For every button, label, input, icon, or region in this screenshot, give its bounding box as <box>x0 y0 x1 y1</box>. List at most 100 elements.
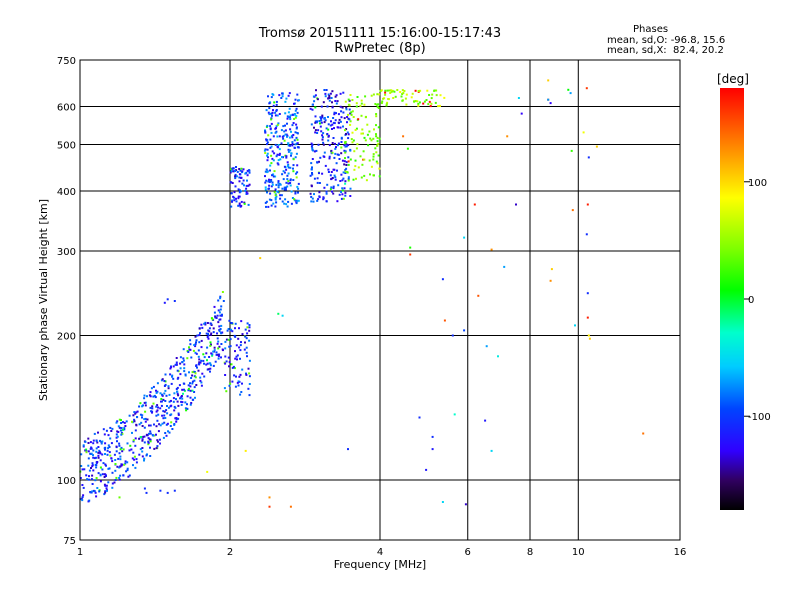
data-point <box>240 341 242 344</box>
data-point <box>344 182 347 185</box>
data-point <box>246 326 249 329</box>
data-point <box>231 167 234 170</box>
data-point <box>165 434 168 437</box>
data-point <box>292 164 295 167</box>
data-point <box>344 194 347 197</box>
data-point <box>567 88 570 91</box>
data-point <box>107 467 110 470</box>
data-point <box>277 159 280 162</box>
data-point <box>283 188 286 191</box>
data-point <box>477 294 480 297</box>
data-point <box>359 104 362 107</box>
data-point <box>328 157 331 160</box>
data-point <box>291 143 294 145</box>
data-point <box>189 382 191 385</box>
data-point <box>143 459 145 462</box>
data-point <box>218 329 221 332</box>
data-point <box>141 416 143 419</box>
data-point <box>219 308 222 311</box>
data-point <box>389 92 392 94</box>
data-point <box>386 101 389 104</box>
data-point <box>190 402 193 404</box>
data-point <box>99 480 102 483</box>
data-point <box>181 397 184 400</box>
data-point <box>103 493 106 496</box>
data-point <box>163 414 166 417</box>
data-point <box>321 114 324 117</box>
data-point <box>224 362 227 365</box>
data-point <box>295 136 298 139</box>
data-point <box>234 357 237 360</box>
data-point <box>124 460 127 463</box>
data-point <box>330 186 333 189</box>
data-point <box>277 144 280 146</box>
data-point <box>213 346 216 349</box>
data-point <box>267 180 270 183</box>
data-point <box>265 179 268 182</box>
data-point <box>118 478 121 481</box>
data-point <box>245 191 248 194</box>
data-point <box>231 200 233 203</box>
data-point <box>163 392 166 395</box>
data-point <box>270 117 273 120</box>
data-point <box>138 405 141 408</box>
data-point <box>284 133 287 136</box>
data-point <box>87 437 90 440</box>
data-point <box>235 355 238 358</box>
data-point <box>239 373 242 376</box>
data-point <box>586 316 589 319</box>
data-point <box>337 113 340 116</box>
data-point <box>208 330 211 333</box>
data-point <box>91 465 94 468</box>
data-point <box>97 431 99 434</box>
data-point <box>231 366 234 369</box>
data-point <box>463 236 466 239</box>
data-point <box>199 361 202 364</box>
data-point <box>122 428 124 431</box>
data-point <box>277 191 280 194</box>
data-point <box>310 142 313 145</box>
data-point <box>264 152 267 154</box>
data-point <box>171 375 173 378</box>
data-point <box>265 139 268 142</box>
data-point <box>186 403 188 406</box>
data-point <box>195 384 198 386</box>
data-point <box>387 98 390 101</box>
phase-stats-heading: Phases <box>633 24 669 35</box>
data-point <box>286 178 289 181</box>
data-point <box>311 166 313 169</box>
data-point <box>406 147 409 150</box>
data-point <box>284 124 286 127</box>
data-point <box>337 153 340 156</box>
data-point <box>203 322 206 325</box>
data-point <box>192 370 195 373</box>
data-point <box>104 463 107 466</box>
data-point <box>109 426 112 429</box>
data-point <box>430 102 433 105</box>
data-point <box>352 116 355 118</box>
data-point <box>92 449 95 452</box>
data-point <box>378 175 381 178</box>
data-point <box>179 367 182 370</box>
data-point <box>179 356 182 359</box>
data-point <box>384 89 387 92</box>
data-point <box>235 175 238 178</box>
data-point <box>341 159 344 162</box>
data-point <box>419 89 422 92</box>
data-point <box>235 200 238 203</box>
data-point <box>217 347 220 350</box>
data-point <box>328 95 331 97</box>
colorbar-label: [deg] <box>717 72 749 86</box>
data-point <box>345 164 348 166</box>
data-point <box>153 423 155 426</box>
data-point <box>143 441 146 444</box>
data-point <box>266 148 269 151</box>
data-point <box>218 311 221 314</box>
data-point <box>349 123 352 126</box>
data-point <box>104 448 106 451</box>
data-point <box>354 165 357 168</box>
data-point <box>147 440 150 443</box>
data-point <box>344 145 347 148</box>
data-point <box>92 469 95 472</box>
data-point <box>103 476 106 478</box>
